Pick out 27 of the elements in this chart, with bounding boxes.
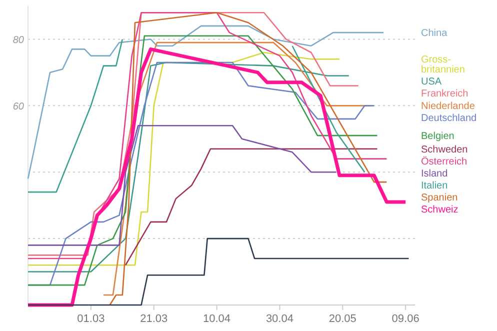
line-series <box>27 25 384 180</box>
line-series <box>26 47 408 307</box>
text: Deutschland <box>421 113 477 124</box>
y-tick-label: 60 <box>12 102 24 113</box>
text: Niederlande <box>421 101 476 112</box>
text: Gross-britannien <box>421 54 465 76</box>
x-tick-label: 10.04 <box>203 313 231 325</box>
text: China <box>421 28 448 40</box>
line-series <box>124 148 378 266</box>
x-tick-label: 20.05 <box>328 313 356 325</box>
x-tick-label: 09.06 <box>392 313 420 325</box>
line-series <box>109 12 388 306</box>
x-tick-label: 01.03 <box>77 313 105 325</box>
y-tick-label: 80 <box>12 35 24 46</box>
x-tick-label: 30.04 <box>266 313 294 325</box>
line-series <box>27 238 410 306</box>
text: Schweden <box>421 144 468 156</box>
x-tick-label: 21.03 <box>140 313 168 325</box>
series-label: Schweiz <box>421 204 458 216</box>
text: Belgien <box>421 131 454 142</box>
text: Österreich <box>421 155 468 168</box>
text: Island <box>421 168 448 180</box>
text: Spanien <box>421 192 458 204</box>
text: Frankreich <box>421 88 468 100</box>
text: USA <box>421 76 442 88</box>
line-series <box>27 124 337 246</box>
text: Italien <box>421 180 448 192</box>
